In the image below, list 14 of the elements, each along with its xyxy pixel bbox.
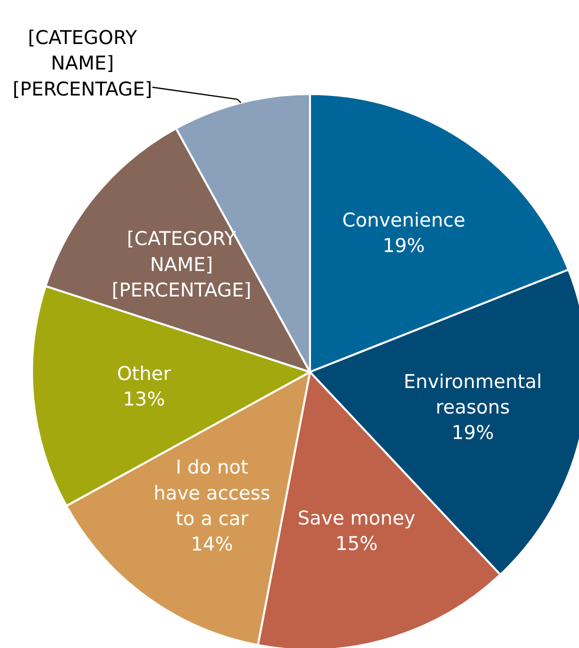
slice-label: Environmental reasons [404,370,542,419]
slice-label: [CATEGORY NAME] [28,26,138,75]
data-label: 14% [190,534,234,556]
slice-label: Save money [298,508,416,530]
slice-label: Other [116,363,172,386]
slice-label: I do not have access to a car [154,456,270,530]
data-label: [PERCENTAGE] [12,78,152,100]
data-label: [PERCENTAGE] [112,280,252,302]
data-label: 19% [452,422,494,444]
data-label: 19% [382,235,425,258]
slice-label: [CATEGORY NAME] [126,228,236,276]
slice-label: Convenience [342,209,466,232]
data-label: 13% [122,388,166,411]
data-label: 15% [335,533,378,556]
